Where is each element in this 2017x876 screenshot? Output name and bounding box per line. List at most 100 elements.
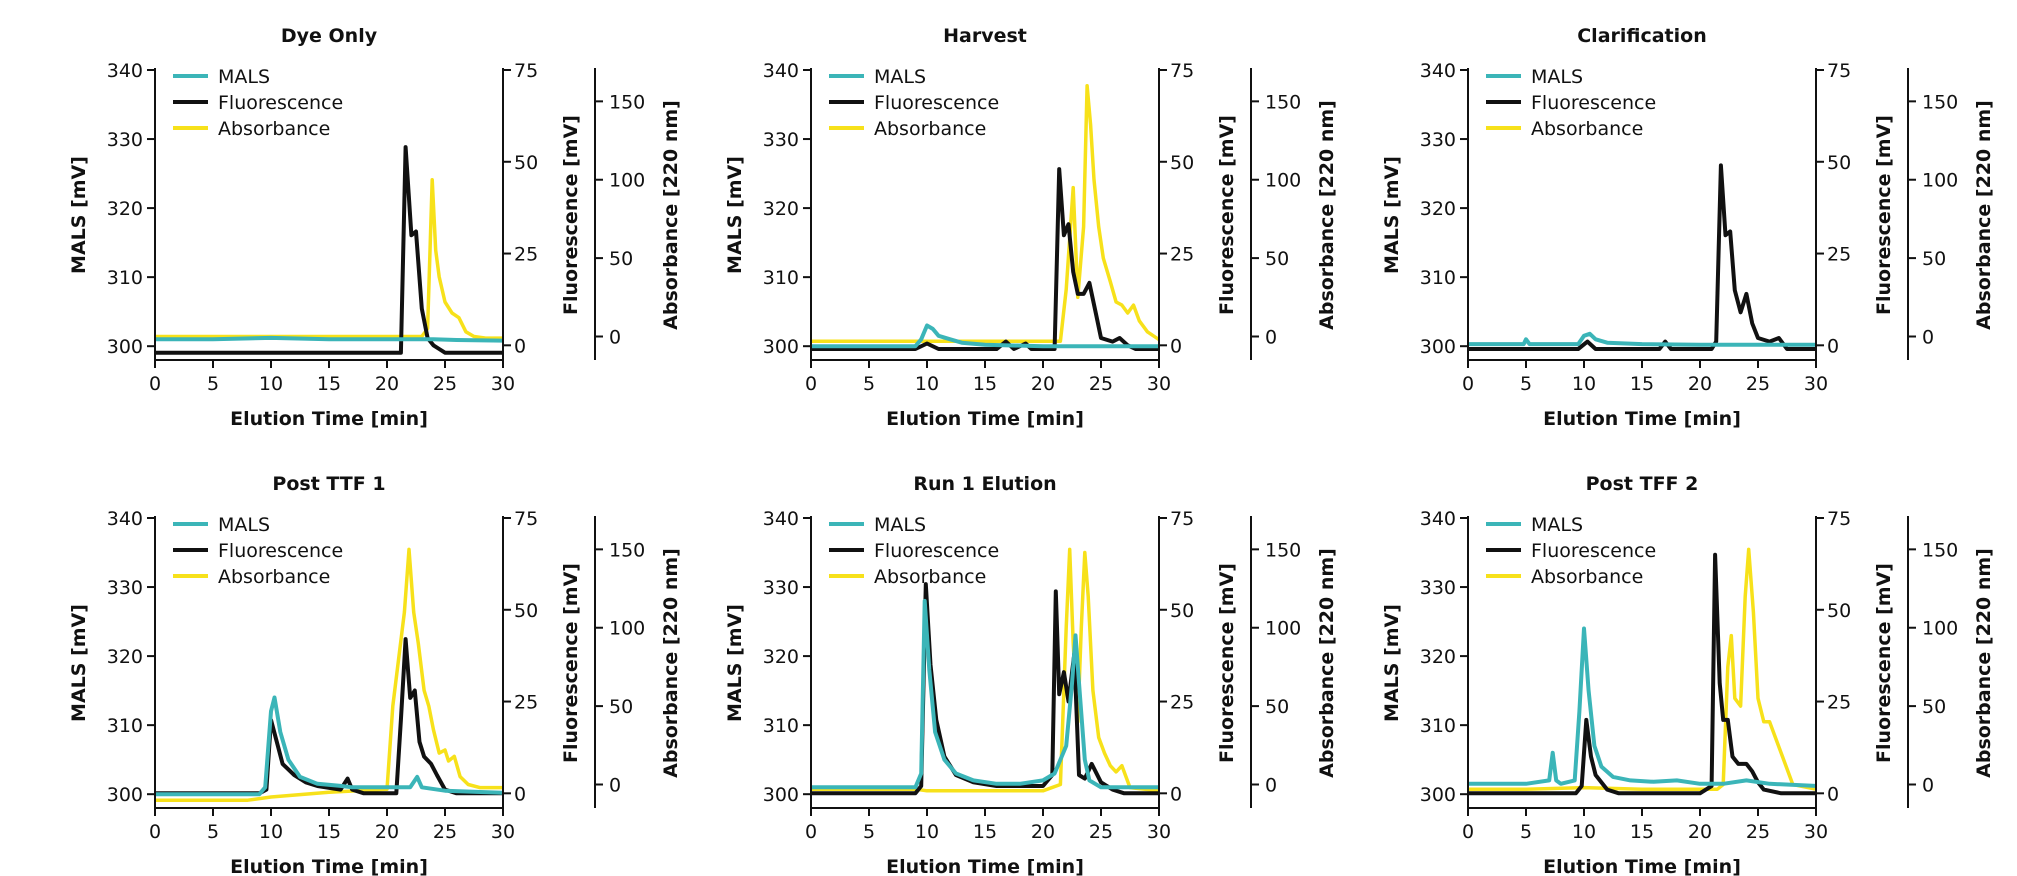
y3-tick-label: 150 <box>609 91 645 113</box>
x-tick-label: 25 <box>433 373 457 395</box>
x-tick-label: 15 <box>973 821 997 843</box>
x-tick-label: 20 <box>375 821 399 843</box>
x-tick-label: 5 <box>863 821 875 843</box>
legend-label: Fluorescence <box>874 92 999 114</box>
x-tick-label: 0 <box>1462 373 1474 395</box>
x-tick-label: 15 <box>973 373 997 395</box>
chart-panel: Post TFF 2 0 5 10 15 20 25 30 Elution Time [min]… <box>1381 473 1995 876</box>
x-tick-label: 30 <box>1804 373 1828 395</box>
y-tick-label: 330 <box>1420 129 1456 151</box>
y3-tick-label: 50 <box>1265 248 1289 270</box>
x-tick-label: 10 <box>259 373 283 395</box>
y2-tick-label: 50 <box>514 600 538 622</box>
x-tick-label: 10 <box>1572 373 1596 395</box>
y2-tick-label: 25 <box>1827 244 1851 266</box>
x-tick-label: 25 <box>1746 373 1770 395</box>
y-tick-label: 340 <box>1420 60 1456 82</box>
chart-title: Post TFF 2 <box>1586 473 1699 495</box>
series-line-absorbance <box>812 83 1158 343</box>
legend-label: Fluorescence <box>218 92 343 114</box>
y2-tick-label: 25 <box>1827 692 1851 714</box>
y-tick-label: 300 <box>763 784 799 806</box>
y2-tick-label: 50 <box>1827 600 1851 622</box>
y3-tick-label: 50 <box>1265 696 1289 718</box>
y2-tick-label: 0 <box>514 783 526 805</box>
y3-tick-label: 0 <box>1265 774 1277 796</box>
x-tick-label: 30 <box>491 373 515 395</box>
series-line-absorbance <box>156 177 502 340</box>
y-tick-label: 320 <box>763 198 799 220</box>
series-line-mals <box>1469 626 1815 788</box>
legend-label: MALS <box>218 514 270 536</box>
y2-tick-label: 25 <box>514 244 538 266</box>
x-axis-label: Elution Time [min] <box>230 856 428 876</box>
y-tick-label: 340 <box>763 60 799 82</box>
legend-label: Fluorescence <box>218 540 343 562</box>
y3-tick-label: 150 <box>1922 539 1958 561</box>
y2-axis-label: Fluorescence [mV] <box>1216 115 1238 315</box>
y3-tick-label: 100 <box>1922 170 1958 192</box>
y-tick-label: 330 <box>763 577 799 599</box>
chart-panel: Clarification 0 5 10 15 20 25 30 Elution Time [m… <box>1381 25 1995 430</box>
y3-tick-label: 150 <box>1922 91 1958 113</box>
y2-tick-label: 50 <box>514 152 538 174</box>
y2-tick-label: 75 <box>1827 60 1851 82</box>
y-tick-label: 300 <box>107 784 143 806</box>
x-tick-label: 20 <box>1688 821 1712 843</box>
x-tick-label: 0 <box>805 373 817 395</box>
x-tick-label: 20 <box>1031 821 1055 843</box>
y-tick-label: 320 <box>1420 646 1456 668</box>
y-tick-label: 310 <box>1420 715 1456 737</box>
y3-tick-label: 100 <box>609 170 645 192</box>
x-axis-label: Elution Time [min] <box>886 856 1084 876</box>
y-tick-label: 340 <box>107 508 143 530</box>
y3-tick-label: 150 <box>609 539 645 561</box>
series-line-fluorescence <box>812 167 1158 351</box>
y-tick-label: 320 <box>763 646 799 668</box>
y-tick-label: 300 <box>1420 784 1456 806</box>
chart-panel: Post TTF 1 0 5 10 15 20 25 30 Elution Time [min]… <box>68 473 682 876</box>
series-line-absorbance <box>812 547 1158 793</box>
x-axis-label: Elution Time [min] <box>230 408 428 430</box>
series-line-mals <box>156 335 502 343</box>
chart-title: Post TTF 1 <box>272 473 385 495</box>
y2-tick-label: 0 <box>1170 335 1182 357</box>
y2-tick-label: 0 <box>1827 783 1839 805</box>
series-line-mals <box>1469 331 1815 347</box>
x-tick-label: 25 <box>1089 821 1113 843</box>
legend-label: MALS <box>218 66 270 88</box>
y-tick-label: 300 <box>1420 336 1456 358</box>
x-tick-label: 20 <box>1031 373 1055 395</box>
y-axis-label: MALS [mV] <box>68 156 90 274</box>
x-tick-label: 25 <box>1089 373 1113 395</box>
y2-tick-label: 0 <box>1827 335 1839 357</box>
x-axis-label: Elution Time [min] <box>1543 856 1741 876</box>
x-tick-label: 5 <box>863 373 875 395</box>
legend-label: Fluorescence <box>1531 92 1656 114</box>
legend-label: MALS <box>1531 514 1583 536</box>
y3-tick-label: 100 <box>1265 170 1301 192</box>
y3-tick-label: 0 <box>1922 326 1934 348</box>
y-axis-label: MALS [mV] <box>1381 156 1403 274</box>
y3-tick-label: 50 <box>609 696 633 718</box>
y2-tick-label: 75 <box>1170 508 1194 530</box>
y-tick-label: 330 <box>107 577 143 599</box>
y2-axis-label: Fluorescence [mV] <box>560 563 582 763</box>
x-tick-label: 5 <box>207 373 219 395</box>
y2-tick-label: 25 <box>1170 692 1194 714</box>
y3-tick-label: 100 <box>609 618 645 640</box>
series-line-mals <box>812 598 1158 790</box>
y-tick-label: 320 <box>1420 198 1456 220</box>
y3-tick-label: 0 <box>609 326 621 348</box>
y2-axis-label: Fluorescence [mV] <box>1873 563 1895 763</box>
y3-tick-label: 100 <box>1265 618 1301 640</box>
y2-tick-label: 75 <box>1827 508 1851 530</box>
y3-axis-label: Absorbance [220 nm] <box>1316 548 1338 778</box>
x-tick-label: 0 <box>149 373 161 395</box>
legend-label: Absorbance <box>1531 566 1643 588</box>
y-tick-label: 300 <box>107 336 143 358</box>
y-tick-label: 330 <box>763 129 799 151</box>
legend-label: Fluorescence <box>874 540 999 562</box>
x-tick-label: 25 <box>1746 821 1770 843</box>
